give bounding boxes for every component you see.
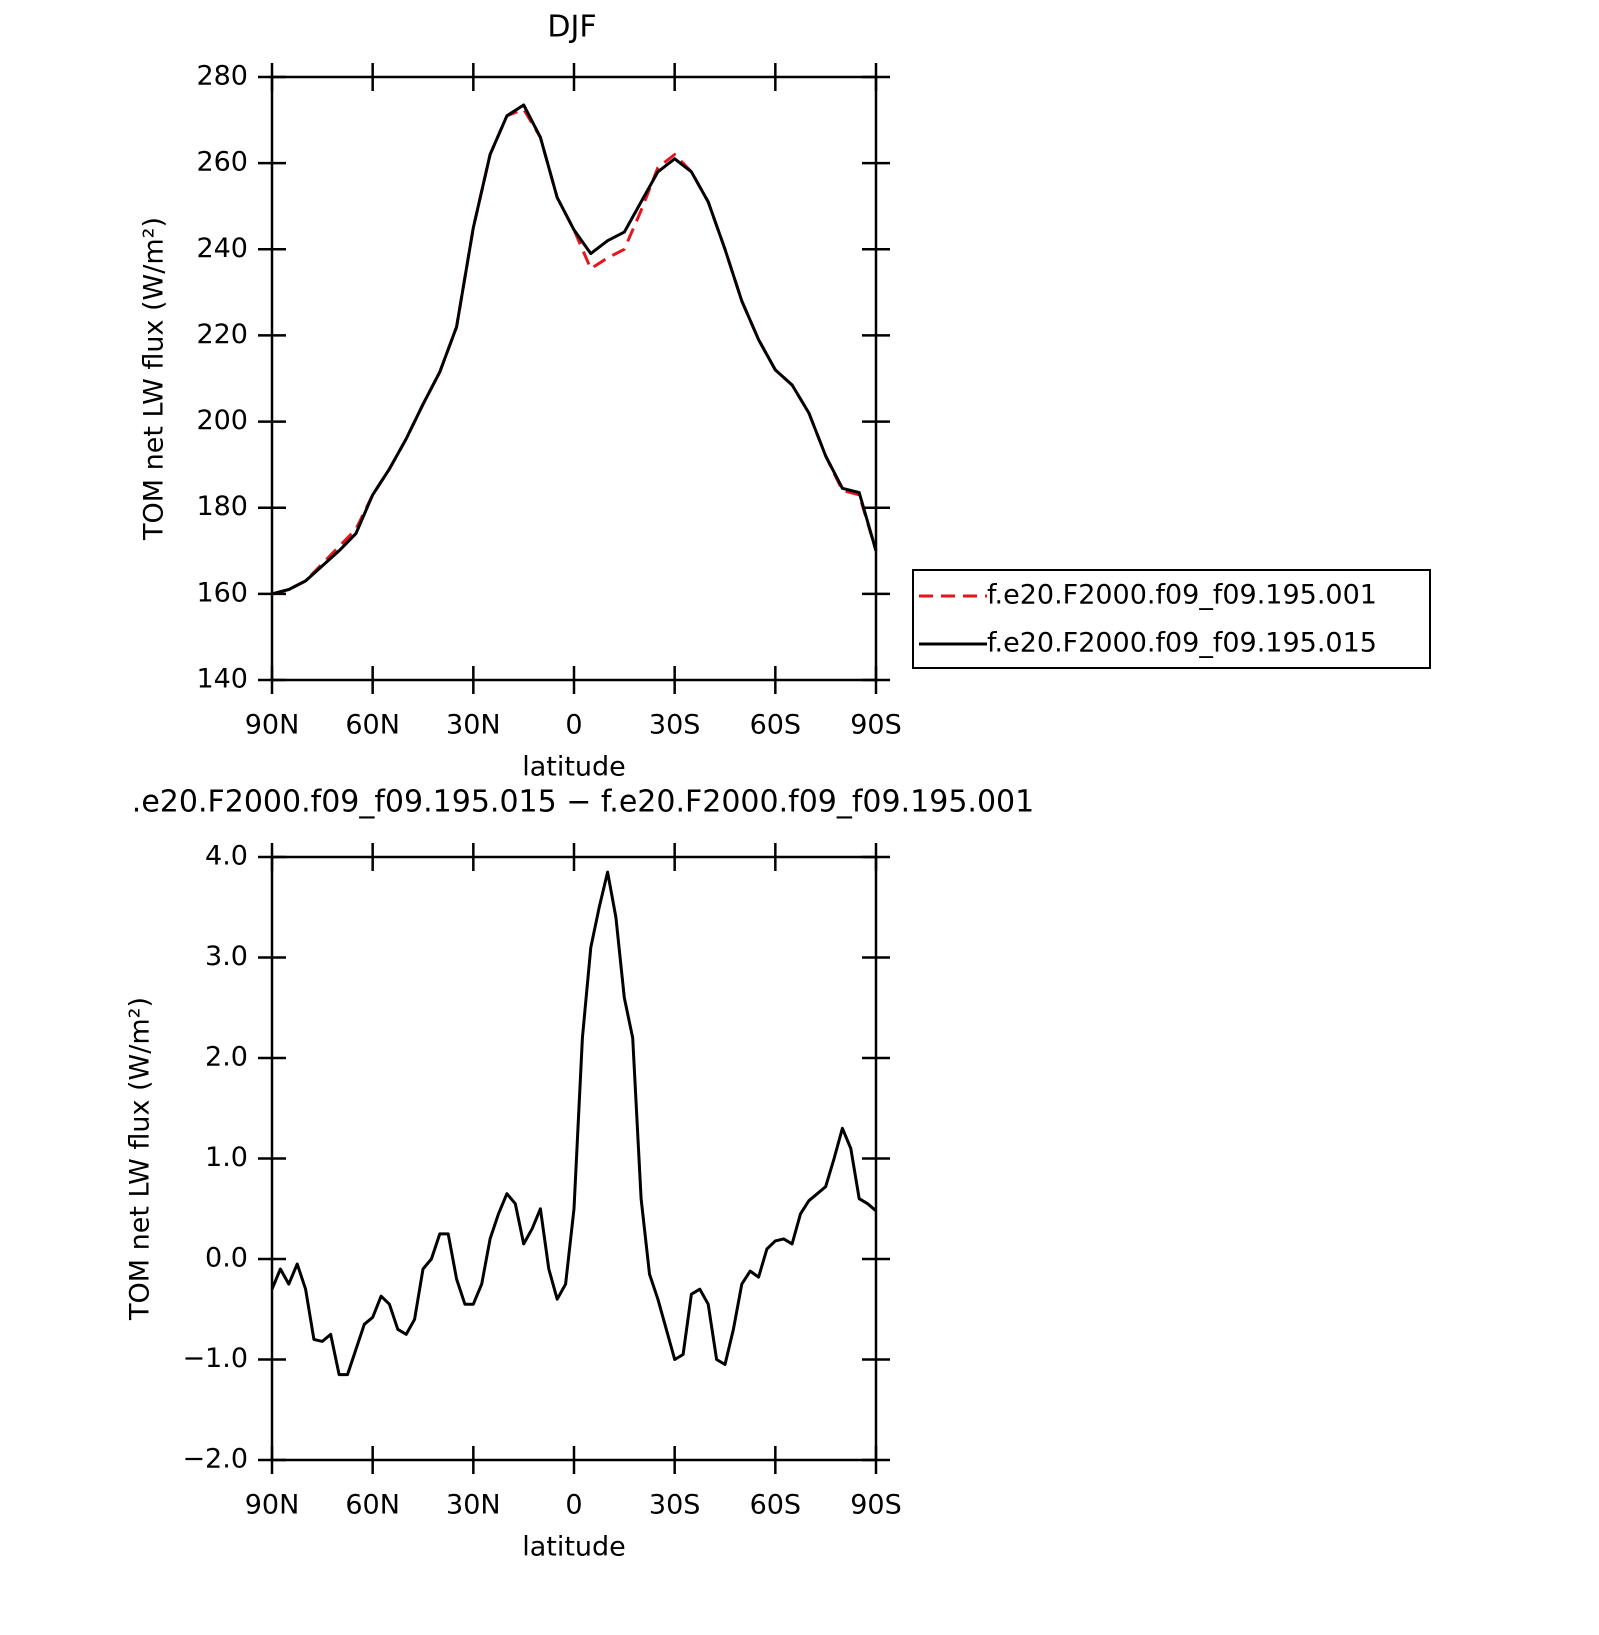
- y-axis-label: TOM net LW flux (W/m²): [125, 997, 156, 1321]
- legend-label: f.e20.F2000.f09_f09.195.015: [987, 628, 1377, 659]
- x-tick-label: 90N: [245, 1490, 300, 1521]
- y-tick-label: 0.0: [205, 1243, 248, 1274]
- x-tick-label: 30N: [446, 1490, 501, 1521]
- y-axis-label: TOM net LW flux (W/m²): [139, 217, 170, 541]
- y-tick-label: 140: [196, 664, 248, 695]
- y-tick-label: 180: [196, 491, 248, 522]
- y-tick-label: 4.0: [205, 841, 248, 872]
- x-tick-label: 60N: [345, 710, 400, 741]
- x-tick-label: 0: [565, 710, 582, 741]
- x-tick-label: 60S: [750, 710, 802, 741]
- chart-title: DJF: [547, 10, 596, 45]
- plot-frame: [270, 855, 878, 1462]
- legend-box: [912, 569, 1431, 669]
- y-tick-label: 160: [196, 577, 248, 608]
- x-axis-label: latitude: [522, 752, 626, 783]
- x-axis-label: latitude: [522, 1532, 626, 1563]
- data-line: [271, 103, 878, 596]
- y-tick-label: 280: [196, 61, 248, 92]
- y-tick-label: 240: [196, 233, 248, 264]
- y-tick-label: 3.0: [205, 941, 248, 972]
- y-tick-label: −2.0: [182, 1444, 248, 1475]
- legend-label: f.e20.F2000.f09_f09.195.001: [987, 580, 1377, 611]
- x-tick-label: 30S: [649, 1490, 701, 1521]
- x-tick-label: 30S: [649, 710, 701, 741]
- y-tick-label: 1.0: [205, 1142, 248, 1173]
- x-tick-label: 60N: [345, 1490, 400, 1521]
- x-tick-label: 30N: [446, 710, 501, 741]
- y-tick-label: 2.0: [205, 1042, 248, 1073]
- y-tick-label: 200: [196, 405, 248, 436]
- x-tick-label: 90S: [850, 1490, 902, 1521]
- y-tick-label: −1.0: [182, 1343, 248, 1374]
- y-tick-label: 220: [196, 319, 248, 350]
- x-tick-label: 0: [565, 1490, 582, 1521]
- chart-title: .e20.F2000.f09_f09.195.015 − f.e20.F2000…: [132, 785, 1034, 820]
- x-tick-label: 90N: [245, 710, 300, 741]
- y-tick-label: 260: [196, 147, 248, 178]
- data-line: [270, 870, 877, 1377]
- x-tick-label: 60S: [750, 1490, 802, 1521]
- x-tick-label: 90S: [850, 710, 902, 741]
